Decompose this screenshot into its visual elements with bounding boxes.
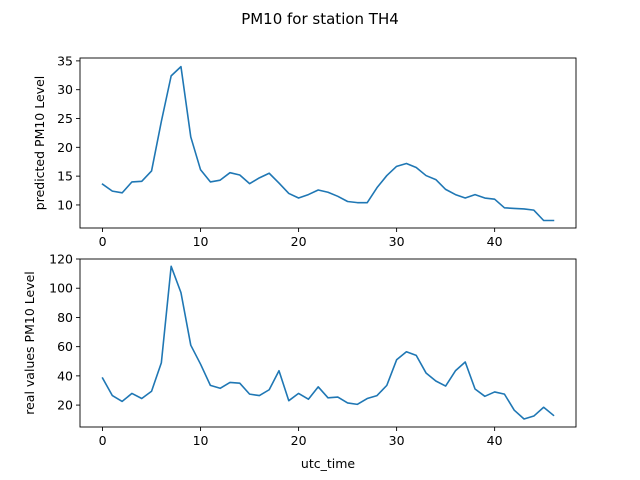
x-tick-label: 20 <box>291 234 307 249</box>
y-tick-label: 20 <box>57 398 73 413</box>
x-tick-label: 30 <box>389 234 405 249</box>
y-axis-label: real values PM10 Level <box>22 271 37 415</box>
y-tick-label: 25 <box>57 111 73 126</box>
y-tick-label: 15 <box>57 169 73 184</box>
y-tick-label: 20 <box>57 140 73 155</box>
x-tick-label: 0 <box>99 433 107 448</box>
x-tick-label: 40 <box>487 433 503 448</box>
x-tick-label: 10 <box>193 234 209 249</box>
y-tick-label: 60 <box>57 339 73 354</box>
x-tick-label: 20 <box>291 433 307 448</box>
axes-frame <box>79 258 577 428</box>
x-tick-label: 30 <box>389 433 405 448</box>
chart-title: PM10 for station TH4 <box>241 10 399 28</box>
series-line <box>101 65 555 222</box>
top-subplot: 0 10 20 30 40 10 15 20 25 30 35 predicted PM10 Leve… <box>32 53 577 249</box>
y-tick-label: 120 <box>49 252 73 267</box>
x-tick-label: 0 <box>99 234 107 249</box>
y-tick-label: 100 <box>49 281 73 296</box>
y-tick-label: 30 <box>57 82 73 97</box>
x-axis-label: utc_time <box>301 456 355 471</box>
y-tick-label: 40 <box>57 368 73 383</box>
y-tick-label: 10 <box>57 197 73 212</box>
y-tick-label: 35 <box>57 53 73 68</box>
y-tick-label: 80 <box>57 310 73 325</box>
x-tick-label: 10 <box>193 433 209 448</box>
axes-frame <box>79 57 577 229</box>
x-tick-label: 40 <box>487 234 503 249</box>
bottom-subplot: 0 10 20 30 40 20 40 60 80 100 120 real values PM10 … <box>22 252 577 448</box>
y-axis-label: predicted PM10 Level <box>32 76 47 210</box>
series-line <box>101 265 555 420</box>
